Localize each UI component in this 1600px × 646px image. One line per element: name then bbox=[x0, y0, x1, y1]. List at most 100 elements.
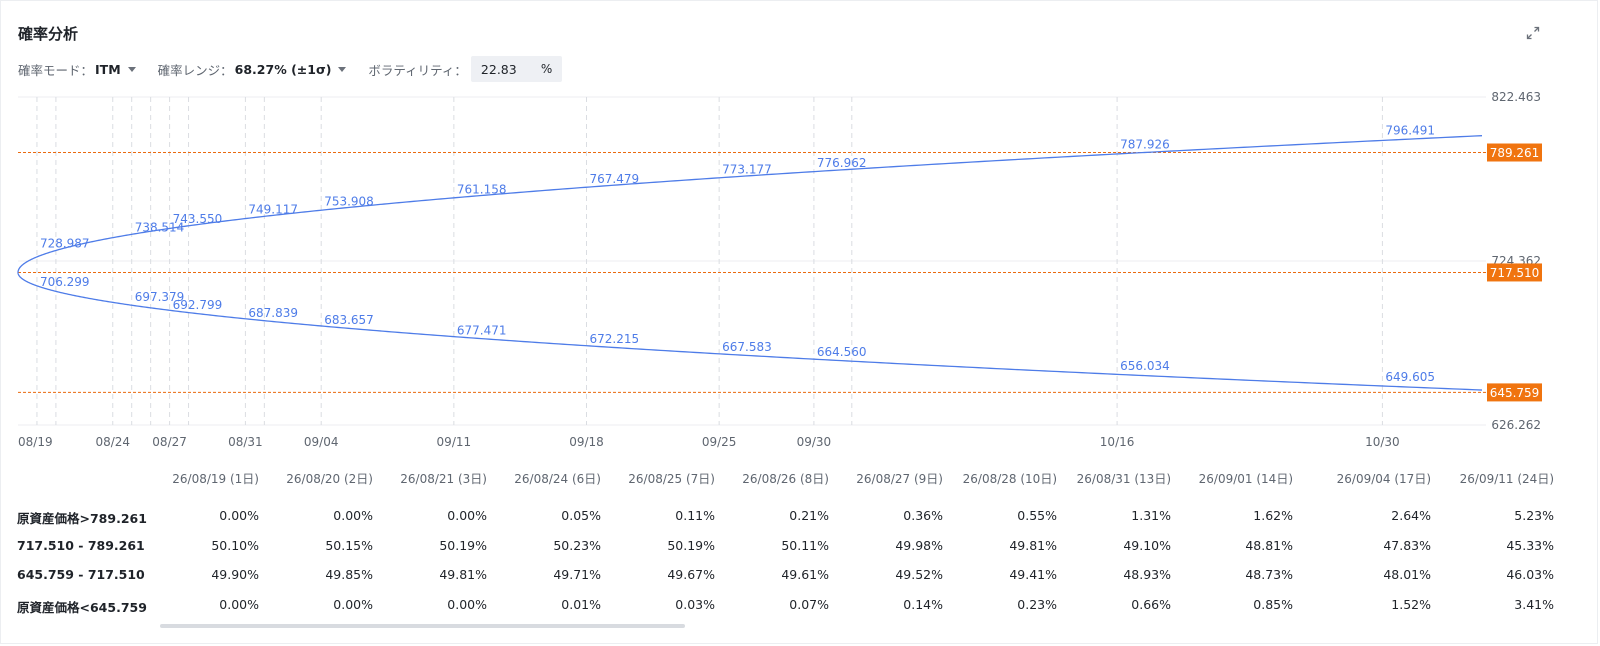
table-cell: 49.90% bbox=[211, 567, 259, 582]
table-row: 原資産価格>789.261 0.00% 0.00% 0.00% 0.05% 0.11% 0.… bbox=[17, 508, 1557, 538]
table-cell: 48.73% bbox=[1245, 567, 1293, 582]
price-level-tag bbox=[1487, 383, 1542, 402]
probability-range-dropdown[interactable]: 確率レンジ： 68.27% (±1σ) bbox=[158, 60, 347, 79]
table-cell: 0.36% bbox=[903, 508, 943, 523]
table-cell: 0.11% bbox=[675, 508, 715, 523]
table-cell: 49.71% bbox=[553, 567, 601, 582]
upper-point-label: 738.514 bbox=[135, 220, 185, 234]
table-cell: 48.93% bbox=[1123, 567, 1171, 582]
x-tick-label: 08/19 bbox=[18, 435, 53, 449]
horizontal-scrollbar[interactable] bbox=[160, 624, 685, 628]
table-cell: 1.31% bbox=[1131, 508, 1171, 523]
upper-point-label: 776.962 bbox=[817, 156, 867, 170]
table-column-header: 26/08/26 (8日) bbox=[742, 472, 829, 486]
probability-mode-value: ITM bbox=[95, 61, 121, 77]
x-tick-label: 08/24 bbox=[95, 435, 130, 449]
row-label: 原資産価格<645.759 bbox=[17, 599, 147, 615]
lower-point-label: 672.215 bbox=[590, 332, 640, 346]
volatility-unit: % bbox=[540, 62, 553, 76]
table-cell: 49.81% bbox=[439, 567, 487, 582]
caret-down-icon bbox=[127, 66, 136, 72]
lower-point-label: 697.379 bbox=[135, 290, 185, 304]
table-cell: 2.64% bbox=[1391, 508, 1431, 523]
lower-point-label: 656.034 bbox=[1120, 359, 1170, 373]
table-row: 717.510 - 789.261 50.10% 50.15% 50.19% 50.23… bbox=[17, 538, 1557, 568]
upper-point-label: 796.491 bbox=[1385, 123, 1435, 137]
expand-icon[interactable] bbox=[1525, 25, 1541, 41]
lower-point-label: 706.299 bbox=[40, 275, 90, 289]
table-cell: 50.19% bbox=[439, 537, 487, 553]
lower-point-label: 683.657 bbox=[324, 313, 374, 327]
table-cell: 47.83% bbox=[1383, 537, 1431, 553]
table-row: 645.759 - 717.510 49.90% 49.85% 49.81% 49.71… bbox=[17, 567, 1557, 597]
volatility-input-box[interactable]: % bbox=[470, 56, 563, 82]
table-cell: 49.52% bbox=[895, 567, 943, 582]
row-label: 717.510 - 789.261 bbox=[17, 537, 145, 553]
volatility-input[interactable] bbox=[480, 61, 537, 77]
table-cell: 0.05% bbox=[561, 508, 601, 523]
table-column-header: 26/08/31 (13日) bbox=[1076, 472, 1171, 486]
table-cell: 0.07% bbox=[789, 596, 829, 612]
table-cell: 49.41% bbox=[1009, 567, 1057, 582]
table-cell: 49.98% bbox=[895, 537, 943, 553]
table-column-header: 26/08/27 (9日) bbox=[856, 472, 943, 486]
volatility-control: ボラティリティ： % bbox=[368, 56, 563, 82]
table-column-header: 26/08/20 (2日) bbox=[286, 472, 373, 486]
table-column-header: 26/08/24 (6日) bbox=[514, 472, 601, 486]
upper-point-label: 761.158 bbox=[457, 182, 507, 196]
y-tick-label: 626.262 bbox=[1491, 418, 1541, 432]
x-tick-label: 08/31 bbox=[228, 435, 263, 449]
table-cell: 49.85% bbox=[325, 567, 373, 582]
upper-point-label: 743.550 bbox=[173, 212, 223, 226]
table-cell: 49.61% bbox=[781, 567, 829, 582]
table-cell: 5.23% bbox=[1514, 508, 1554, 523]
x-tick-label: 10/30 bbox=[1365, 435, 1400, 449]
table-column-header: 26/09/11 (24日) bbox=[1459, 472, 1554, 486]
table-cell: 0.00% bbox=[447, 596, 487, 612]
lower-point-label: 692.799 bbox=[173, 298, 223, 312]
row-label: 原資産価格>789.261 bbox=[17, 511, 147, 526]
table-cell: 0.21% bbox=[789, 508, 829, 523]
table-cell: 46.03% bbox=[1506, 567, 1554, 582]
x-tick-label: 09/11 bbox=[437, 435, 472, 449]
table-cell: 0.55% bbox=[1017, 508, 1057, 523]
upper-point-label: 753.908 bbox=[324, 195, 374, 209]
x-tick-label: 09/18 bbox=[569, 435, 604, 449]
table-cell: 48.81% bbox=[1245, 537, 1293, 553]
x-tick-label: 09/30 bbox=[797, 435, 832, 449]
table-cell: 1.52% bbox=[1391, 596, 1431, 612]
probability-range-label: 確率レンジ： bbox=[157, 62, 233, 78]
table-cell: 50.15% bbox=[325, 537, 373, 553]
table-cell: 1.62% bbox=[1253, 508, 1293, 523]
controls-bar: 確率モード： ITM 確率レンジ： 68.27% (±1σ) ボラティリティ： … bbox=[18, 56, 584, 82]
table-cell: 0.14% bbox=[903, 596, 943, 612]
lower-point-label: 677.471 bbox=[457, 323, 507, 337]
table-cell: 0.00% bbox=[333, 596, 373, 612]
lower-bound-line bbox=[17, 272, 1483, 391]
table-cell: 48.01% bbox=[1383, 567, 1431, 582]
x-tick-label: 08/27 bbox=[152, 435, 187, 449]
probability-mode-dropdown[interactable]: 確率モード： ITM bbox=[18, 60, 136, 79]
table-cell: 45.33% bbox=[1506, 537, 1554, 553]
volatility-label: ボラティリティ： bbox=[368, 62, 467, 78]
table-cell: 0.66% bbox=[1131, 596, 1171, 612]
y-tick-label: 822.463 bbox=[1491, 90, 1541, 104]
table-cell: 50.19% bbox=[667, 537, 715, 553]
table-cell: 49.81% bbox=[1009, 537, 1057, 553]
row-label: 645.759 - 717.510 bbox=[17, 567, 145, 582]
x-tick-label: 09/04 bbox=[304, 435, 339, 449]
table-cell: 50.11% bbox=[781, 537, 829, 553]
table-cell: 0.00% bbox=[333, 508, 373, 523]
x-tick-label: 09/25 bbox=[702, 435, 737, 449]
x-tick-label: 10/16 bbox=[1100, 435, 1135, 449]
caret-down-icon bbox=[338, 66, 347, 72]
probability-mode-label: 確率モード： bbox=[18, 62, 94, 78]
table-row: 原資産価格<645.759 0.00% 0.00% 0.00% 0.01% 0.03% 0.… bbox=[17, 597, 1557, 627]
upper-point-label: 787.926 bbox=[1120, 138, 1170, 152]
table-cell: 49.10% bbox=[1123, 537, 1171, 553]
upper-point-label: 767.479 bbox=[590, 172, 640, 186]
table-cell: 0.03% bbox=[675, 596, 715, 612]
table-cell: 50.23% bbox=[553, 537, 601, 553]
